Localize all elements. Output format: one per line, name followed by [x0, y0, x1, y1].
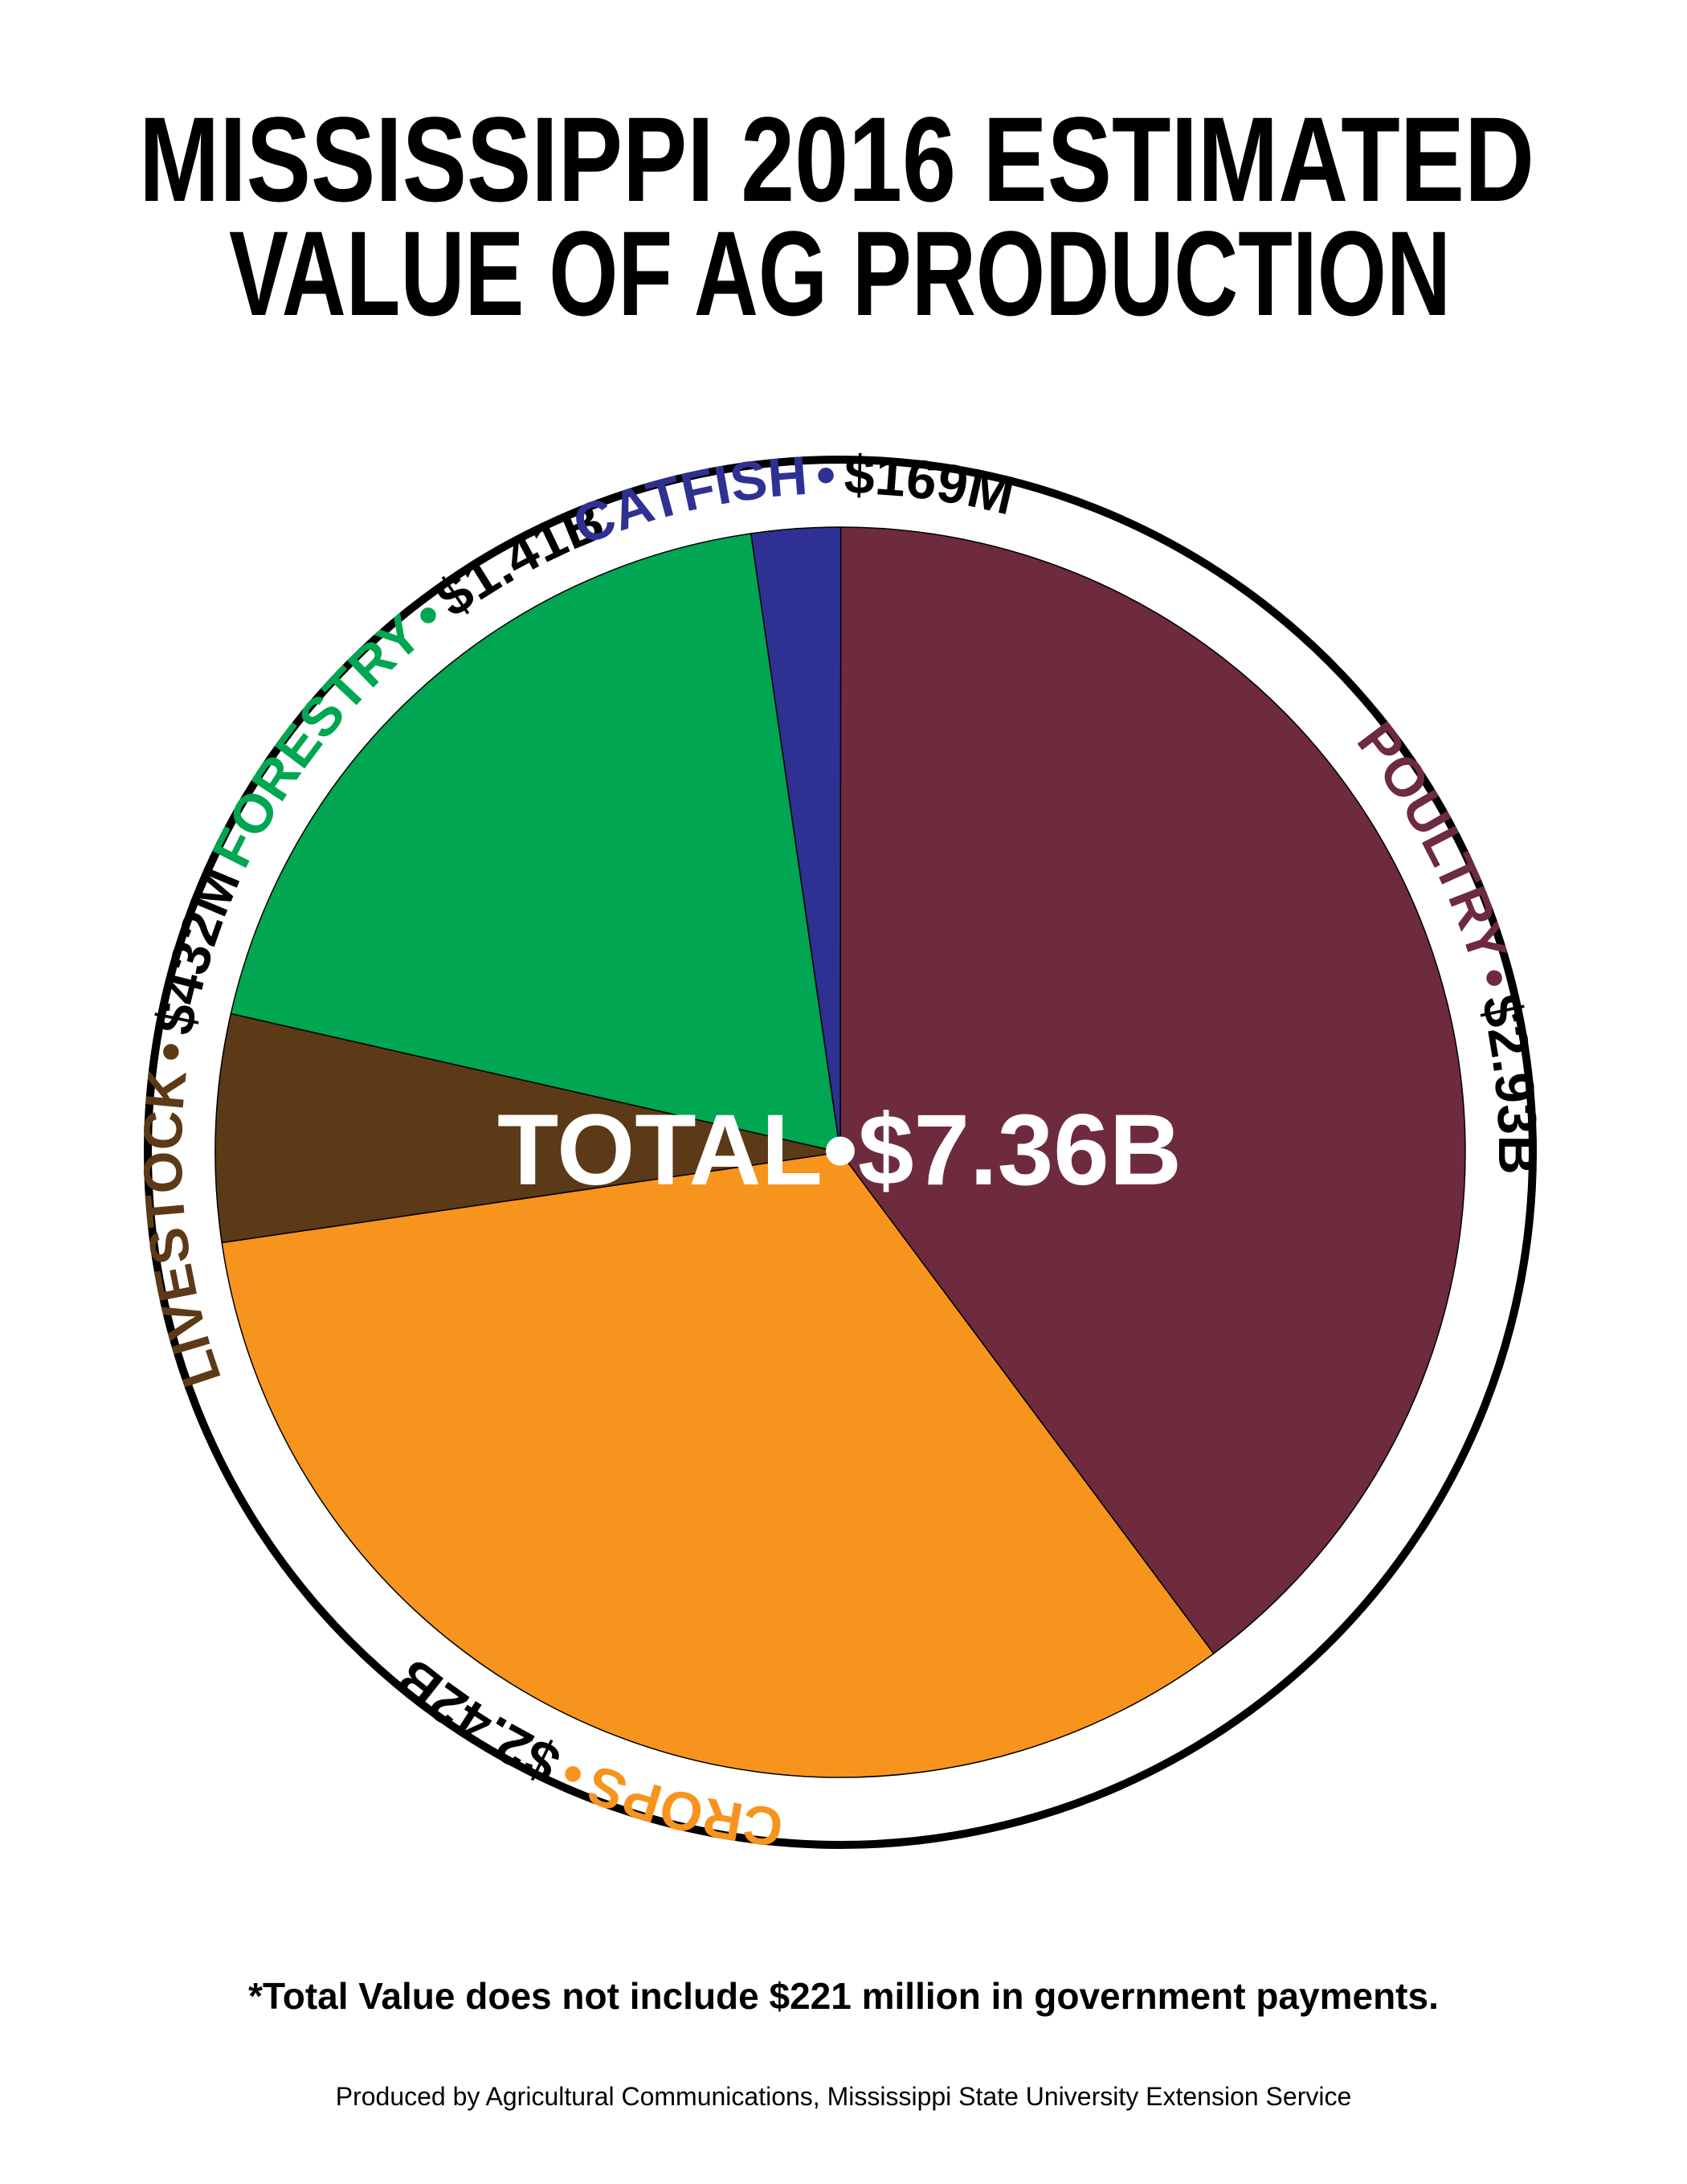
value-label: $169M: [844, 444, 1020, 527]
separator: •: [815, 444, 835, 505]
total-label: TOTAL: [497, 1094, 823, 1206]
chart-title: MISSISSIPPI 2016 ESTIMATED: [139, 92, 1534, 227]
pie-slice: [839, 526, 1466, 1654]
footnote: *Total Value does not include $221 milli…: [248, 1975, 1439, 2017]
outer-ring: [144, 456, 1537, 1849]
credit: Produced by Agricultural Communications,…: [336, 2082, 1352, 2111]
pie-slice: [214, 1012, 841, 1244]
pie-slice: [230, 533, 841, 1153]
separator: •: [139, 1037, 202, 1065]
value-label: $2.93B: [1469, 989, 1548, 1175]
chart-title: VALUE OF AG PRODUCTION: [229, 206, 1451, 341]
total-value: $7.36B: [858, 1094, 1182, 1206]
pie-slice: [750, 526, 842, 1153]
pie-slice: [221, 1151, 1215, 1778]
total-separator: •: [823, 1094, 858, 1206]
